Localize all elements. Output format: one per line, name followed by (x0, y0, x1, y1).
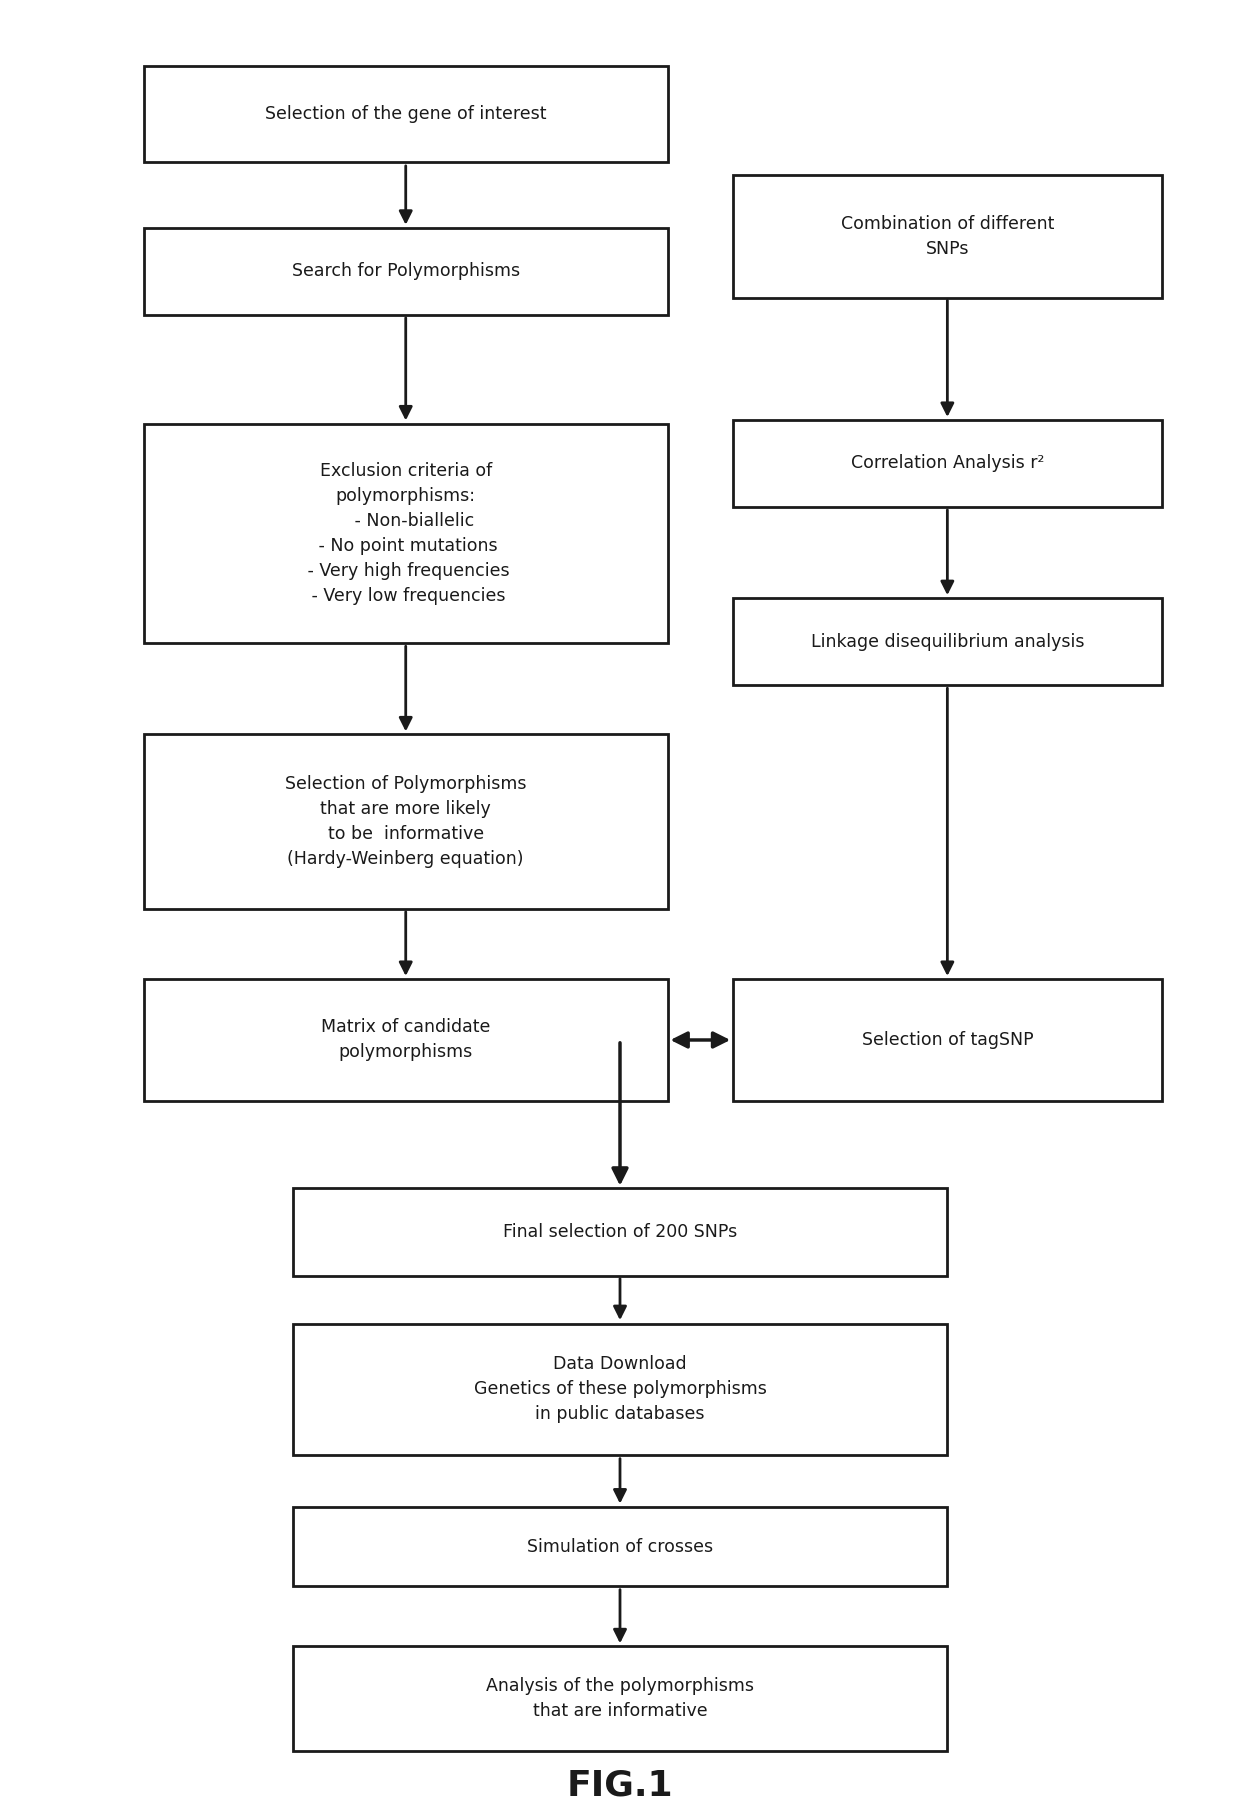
Bar (144, 227, 667, 315)
Text: Analysis of the polymorphisms
that are informative: Analysis of the polymorphisms that are i… (486, 1677, 754, 1720)
Bar (144, 425, 667, 643)
Text: Matrix of candidate
polymorphisms: Matrix of candidate polymorphisms (321, 1019, 490, 1061)
Text: Search for Polymorphisms: Search for Polymorphisms (291, 263, 520, 281)
Text: Data Download
Genetics of these polymorphisms
in public databases: Data Download Genetics of these polymorp… (474, 1356, 766, 1423)
Bar (733, 978, 1162, 1100)
Text: Selection of Polymorphisms
that are more likely
to be  informative
(Hardy-Weinbe: Selection of Polymorphisms that are more… (285, 774, 527, 868)
Text: Selection of tagSNP: Selection of tagSNP (862, 1030, 1033, 1048)
Bar (144, 67, 667, 162)
Text: FIG.1: FIG.1 (567, 1769, 673, 1801)
Bar (293, 1189, 947, 1275)
Bar (733, 175, 1162, 297)
Text: Combination of different
SNPs: Combination of different SNPs (841, 214, 1054, 258)
Bar (293, 1507, 947, 1587)
Bar (733, 598, 1162, 686)
Bar (144, 735, 667, 910)
Bar (144, 978, 667, 1100)
Bar (293, 1646, 947, 1751)
Text: Correlation Analysis r²: Correlation Analysis r² (851, 454, 1044, 472)
Text: Exclusion criteria of
polymorphisms:
   - Non-biallelic
 - No point mutations
 -: Exclusion criteria of polymorphisms: - N… (301, 461, 510, 605)
Text: Final selection of 200 SNPs: Final selection of 200 SNPs (503, 1223, 737, 1241)
Text: Selection of the gene of interest: Selection of the gene of interest (265, 104, 547, 122)
Bar (733, 420, 1162, 508)
Text: Linkage disequilibrium analysis: Linkage disequilibrium analysis (811, 632, 1084, 650)
Bar (293, 1324, 947, 1455)
Text: Simulation of crosses: Simulation of crosses (527, 1538, 713, 1556)
